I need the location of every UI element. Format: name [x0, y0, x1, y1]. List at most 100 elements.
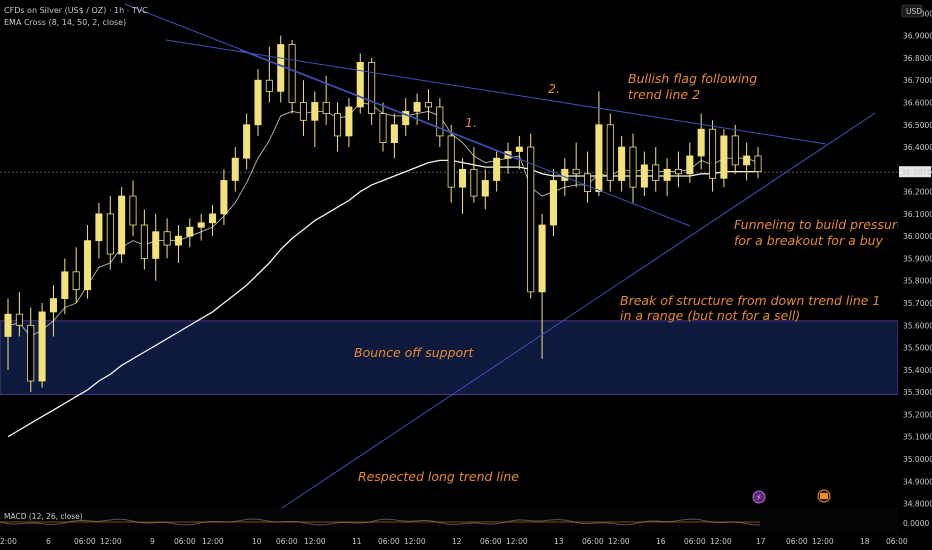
price-tick-label: 36.6000: [903, 98, 932, 107]
time-tick-label: 12:00: [812, 537, 834, 546]
currency-badge[interactable]: [901, 4, 923, 18]
time-tick-label: 18: [860, 537, 870, 546]
candle: [436, 98, 444, 148]
candle-body: [345, 106, 353, 137]
last-price-label: 36.2870: [901, 168, 932, 177]
event-icon-lightning[interactable]: [752, 490, 766, 504]
time-tick-label: 2:00: [0, 537, 17, 546]
candle: [640, 151, 648, 197]
oscillator-pane: [0, 508, 898, 532]
candle: [447, 124, 455, 203]
candle: [254, 69, 262, 136]
candle-body: [84, 240, 92, 291]
candle-body: [663, 168, 671, 181]
oscillator-value-label: 0.0000: [903, 519, 929, 528]
candle-body: [118, 195, 126, 255]
time-tick-label: 10: [252, 537, 262, 546]
price-tick-label: 35.0000: [903, 455, 932, 464]
candle-body: [459, 168, 467, 188]
candle-body: [299, 102, 307, 121]
annotation-bullish-flag-line1: Bullish flag following: [628, 71, 757, 86]
candle: [72, 247, 80, 304]
candle-body: [152, 231, 160, 259]
candle-body: [515, 146, 523, 152]
candle-body: [197, 222, 205, 228]
candle: [606, 113, 614, 192]
candle-body: [254, 79, 262, 126]
time-tick-label: 06:00: [480, 537, 502, 546]
candle: [27, 307, 35, 393]
price-axis: [898, 0, 932, 550]
candle-body: [311, 102, 319, 121]
annotation-bounce: Bounce off support: [354, 345, 474, 360]
candle-body: [95, 213, 103, 242]
candle: [311, 91, 319, 148]
time-tick-label: 12:00: [404, 537, 426, 546]
annotation-funnel-line1: Funneling to build pressure: [734, 217, 905, 232]
candle: [197, 213, 205, 241]
annotation-label-2: 2.: [548, 81, 560, 96]
time-tick-label: 06:00: [174, 537, 196, 546]
time-tick-label: 17: [756, 537, 766, 546]
candle: [595, 91, 603, 197]
candle-body: [527, 146, 535, 293]
candle: [709, 120, 717, 192]
candle: [731, 124, 739, 174]
candle-body: [697, 128, 705, 157]
candle-body: [595, 124, 603, 193]
candle-body: [15, 313, 23, 326]
candle-body: [561, 168, 569, 181]
candle: [629, 133, 637, 203]
candle-body: [402, 111, 410, 126]
candle-body: [640, 164, 648, 188]
time-tick-label: 12:00: [202, 537, 224, 546]
candles: [4, 35, 762, 393]
time-tick-label: 12:00: [304, 537, 326, 546]
time-tick-label: 06:00: [74, 537, 96, 546]
time-tick-label: 06:00: [582, 537, 604, 546]
candle-body: [356, 61, 364, 108]
support-zone: [0, 320, 899, 395]
candle: [754, 147, 762, 179]
time-tick-label: 12: [452, 537, 462, 546]
candle-body: [27, 324, 35, 382]
candle: [584, 151, 592, 203]
candle: [106, 196, 114, 270]
oscillator-histogram: [0, 518, 761, 526]
price-tick-label: 34.8000: [903, 500, 932, 509]
annotation-long-trend: Respected long trend line: [358, 469, 519, 484]
oscillator-label: MACD (12, 26, close): [4, 512, 83, 521]
trend-line-2: [165, 39, 827, 145]
currency-label: USD: [906, 7, 922, 16]
time-axis-ticks: 2:00 6 06:00 12:00 9 06:00 12:00 10 06:00 12:00 11…: [0, 537, 908, 546]
candle-body: [584, 173, 592, 193]
candle: [231, 147, 239, 192]
time-tick-label: 9: [150, 537, 155, 546]
trend-line-1-b: [239, 49, 521, 161]
price-tick-label: 35.4000: [903, 366, 932, 375]
price-tick-label: 36.2000: [903, 188, 932, 197]
price-tick-label: 35.9000: [903, 254, 932, 263]
candle-body: [106, 213, 114, 255]
price-tick-label: 36.9000: [903, 32, 932, 41]
candle-body: [720, 135, 728, 179]
time-tick-label: 12:00: [710, 537, 732, 546]
candle-body: [538, 224, 546, 293]
candle: [209, 204, 217, 237]
candle: [459, 158, 467, 214]
price-tick-label: 35.3000: [903, 388, 932, 397]
candle-body: [38, 311, 46, 382]
candle-body: [61, 271, 69, 299]
price-tick-label: 35.1000: [903, 433, 932, 442]
candle-body: [334, 113, 342, 137]
candle: [652, 147, 660, 192]
candle: [334, 102, 342, 152]
price-tick-label: 35.6000: [903, 321, 932, 330]
candle: [356, 53, 364, 114]
price-tick-label: 36.4000: [903, 143, 932, 152]
candle: [743, 142, 751, 181]
annotation-bullish-flag-line2: trend line 2: [628, 87, 700, 102]
candle-body: [243, 124, 251, 159]
